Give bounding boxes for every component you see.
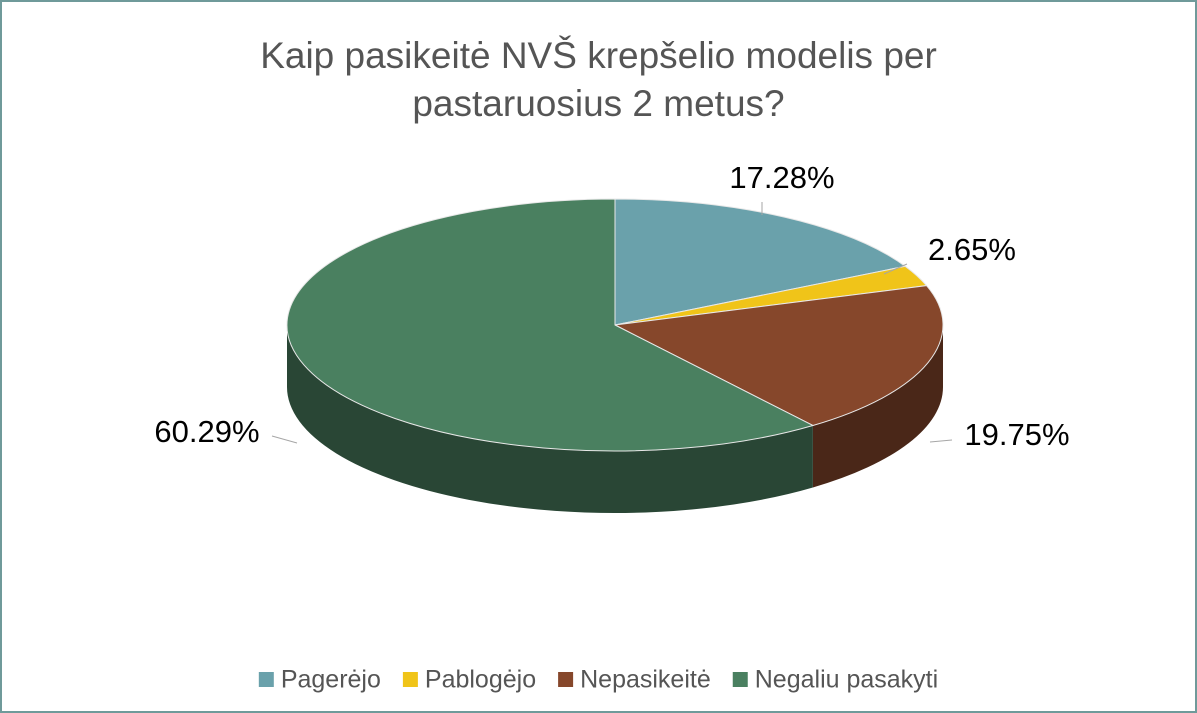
legend-label: Pablogėjo [425, 666, 536, 694]
leader-line [929, 439, 953, 443]
leader-line [883, 263, 908, 275]
data-label: 60.29% [154, 414, 259, 449]
chart-title: Kaip pasikeitė NVŠ krepšelio modelis per… [260, 35, 937, 124]
leader-line [271, 435, 298, 444]
legend-swatch [402, 672, 418, 687]
legend-swatch [732, 672, 748, 687]
data-label: 19.75% [964, 417, 1069, 452]
legend-label: Pagerėjo [281, 666, 381, 694]
legend-swatch [558, 672, 574, 687]
data-label: 17.28% [729, 160, 834, 195]
legend-swatch [258, 672, 274, 687]
slice [613, 285, 944, 427]
legend-label: Nepasikeitė [580, 666, 711, 694]
slice [614, 198, 907, 326]
slice-side [812, 325, 943, 488]
slice [286, 198, 815, 452]
legend-label: Negaliu pasakyti [755, 666, 938, 694]
chart-title-box: Kaip pasikeitė NVŠ krepšelio modelis per… [2, 32, 1195, 128]
data-label: 2.65% [928, 232, 1016, 267]
slice-side [287, 325, 813, 513]
